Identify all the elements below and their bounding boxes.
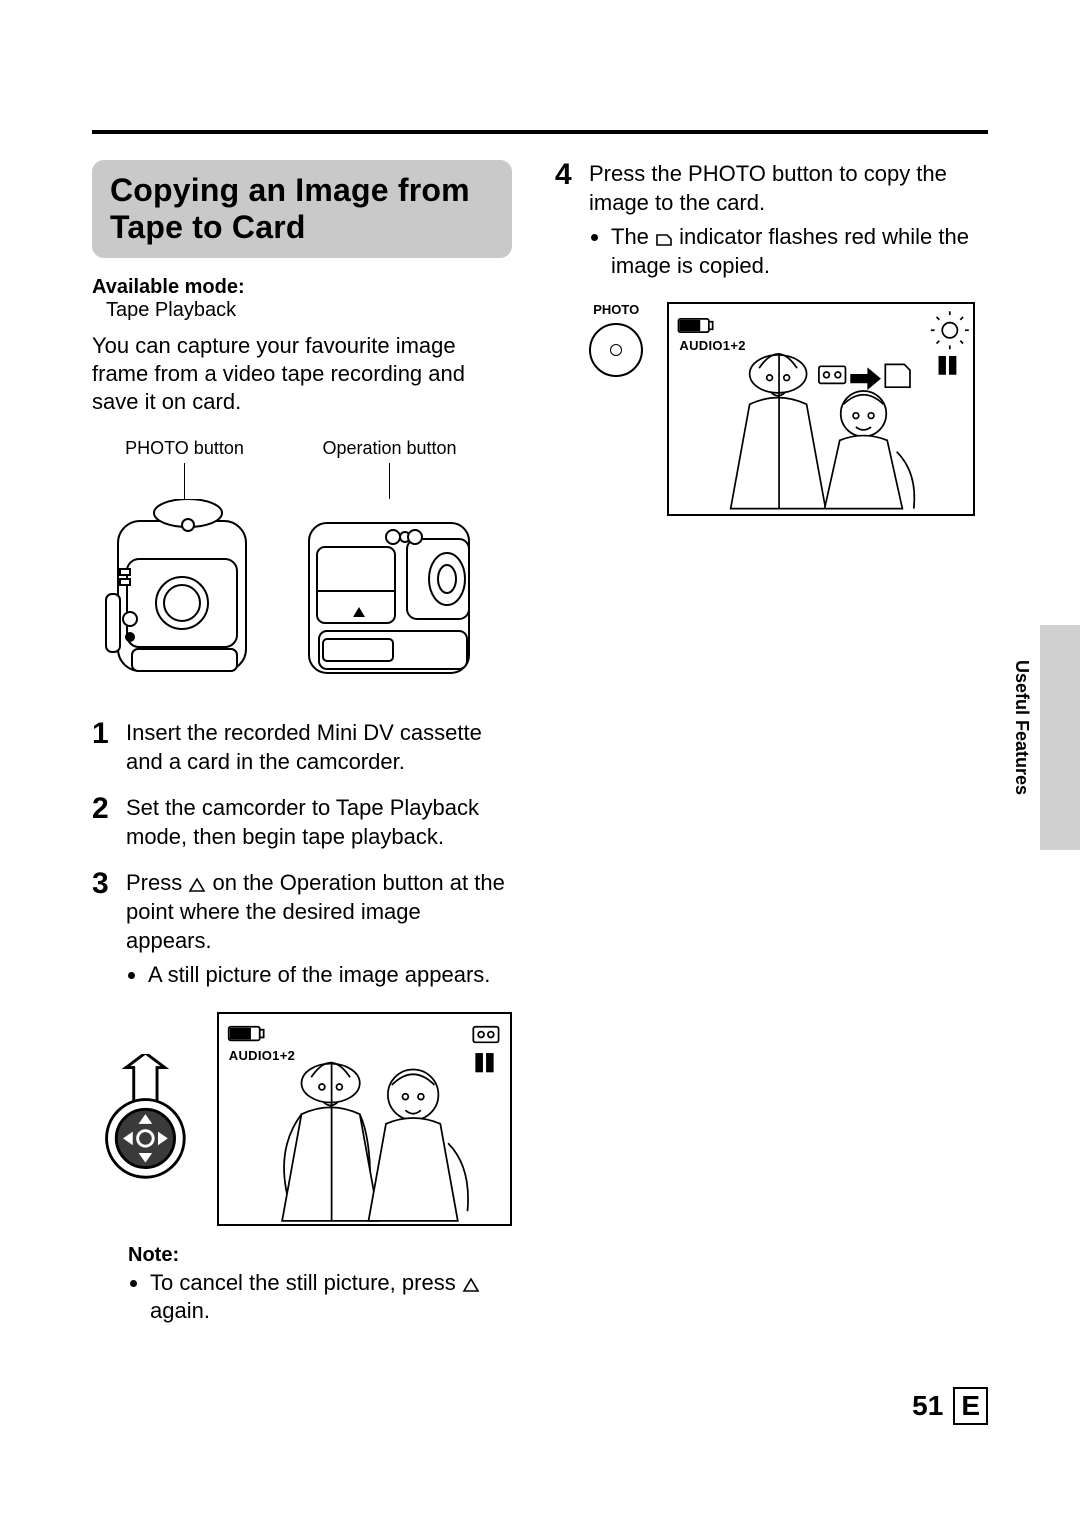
- photo-button-label: PHOTO button: [125, 438, 244, 459]
- step3-figure: AUDIO1+2: [92, 1012, 512, 1226]
- operation-dial-icon: [92, 1054, 199, 1184]
- operation-button-label: Operation button: [322, 438, 456, 459]
- camcorder-illustration-right: [297, 499, 482, 699]
- step-4: 4 Press the PHOTO button to copy the ima…: [555, 160, 975, 284]
- page-letter: E: [953, 1387, 988, 1425]
- title-box: Copying an Image from Tape to Card: [92, 160, 512, 258]
- step4-main: Press the PHOTO button to copy the image…: [589, 161, 947, 215]
- note-block: Note: To cancel the still picture, press…: [128, 1244, 512, 1326]
- available-mode-label: Available mode:: [92, 276, 512, 299]
- card-icon: [655, 232, 673, 246]
- photo-button-graphic: PHOTO: [583, 302, 649, 377]
- page-number: 51 E: [912, 1387, 988, 1425]
- intro-text: You can capture your favourite image fra…: [92, 332, 512, 416]
- page-number-value: 51: [912, 1390, 943, 1422]
- step-text: Insert the recorded Mini DV cassette and…: [126, 719, 512, 776]
- note-label: Note:: [128, 1244, 512, 1267]
- step-number: 3: [92, 869, 126, 993]
- side-tab-label: Useful Features: [1011, 660, 1032, 795]
- photo-button-inner-icon: [610, 344, 622, 356]
- operation-button-figure: Operation button: [297, 438, 482, 699]
- available-mode-value: Tape Playback: [106, 299, 512, 322]
- triangle-up-icon: [188, 878, 206, 892]
- audio-label: AUDIO1+2: [229, 1048, 295, 1063]
- photo-button-figure: PHOTO button: [92, 438, 277, 699]
- viewfinder-screen: AUDIO1+2: [217, 1012, 512, 1226]
- steps-list-right: 4 Press the PHOTO button to copy the ima…: [555, 160, 975, 284]
- bullet-pre: The: [611, 224, 655, 249]
- step-bullet: A still picture of the image appears.: [148, 961, 512, 990]
- callout-line: [184, 463, 185, 499]
- step-text-pre: Press: [126, 870, 188, 895]
- step-3: 3 Press on the Operation button at the p…: [92, 869, 512, 993]
- viewfinder-screen-2: AUDIO1+2: [667, 302, 975, 516]
- step-text: Press on the Operation button at the poi…: [126, 869, 512, 993]
- step-2: 2 Set the camcorder to Tape Playback mod…: [92, 794, 512, 851]
- top-rule: [92, 130, 988, 134]
- audio-label-2: AUDIO1+2: [679, 338, 745, 353]
- steps-list-left: 1 Insert the recorded Mini DV cassette a…: [92, 719, 512, 994]
- step-number: 4: [555, 160, 589, 284]
- step-number: 2: [92, 794, 126, 851]
- step-text: Press the PHOTO button to copy the image…: [589, 160, 975, 284]
- step-bullet: The indicator flashes red while the imag…: [611, 223, 975, 280]
- step-text: Set the camcorder to Tape Playback mode,…: [126, 794, 512, 851]
- camcorder-illustration-left: [92, 499, 277, 699]
- note-text-post: again.: [150, 1298, 210, 1323]
- step-1: 1 Insert the recorded Mini DV cassette a…: [92, 719, 512, 776]
- triangle-up-icon: [462, 1278, 480, 1292]
- photo-button-circle-icon: [589, 323, 643, 377]
- side-tab: [1040, 625, 1080, 850]
- photo-button-text: PHOTO: [583, 302, 649, 317]
- right-column: 4 Press the PHOTO button to copy the ima…: [555, 160, 975, 516]
- callout-line: [389, 463, 390, 499]
- step4-figure: PHOTO: [583, 302, 975, 516]
- left-column: Copying an Image from Tape to Card Avail…: [92, 160, 512, 1330]
- step-number: 1: [92, 719, 126, 776]
- page-title: Copying an Image from Tape to Card: [110, 172, 494, 246]
- camcorder-figure: PHOTO button: [92, 438, 512, 699]
- note-text-pre: To cancel the still picture, press: [150, 1270, 462, 1295]
- note-bullet: To cancel the still picture, press again…: [150, 1269, 512, 1326]
